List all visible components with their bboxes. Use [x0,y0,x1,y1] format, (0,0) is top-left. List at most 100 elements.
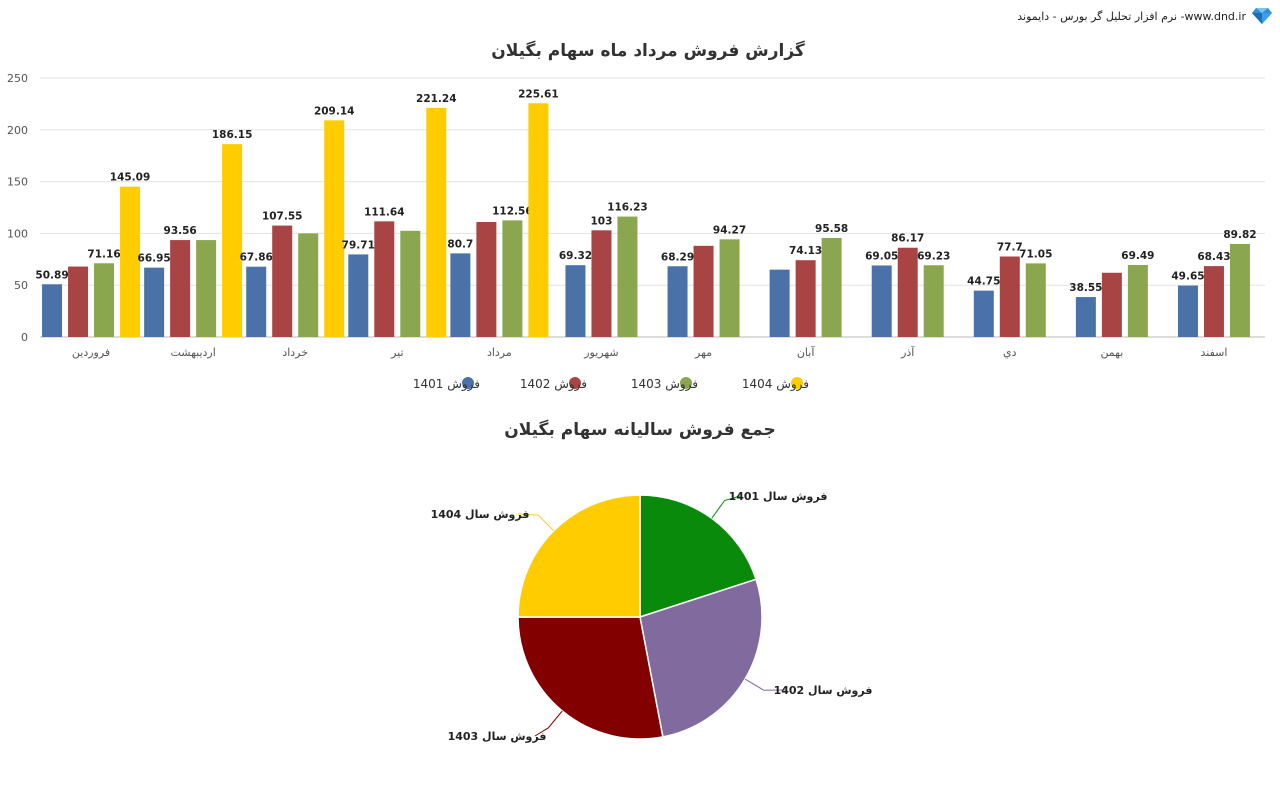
bar-2-7 [693,245,714,337]
bar-1-4 [348,254,369,337]
bar-1-2 [144,267,165,337]
bar-1-3 [246,266,267,337]
bar-3-10 [1025,263,1046,337]
data-label: 67.86 [240,252,273,264]
bar-3-5 [502,220,523,337]
bar-3-11 [1127,265,1148,337]
bar-4-3 [324,120,345,337]
legend-marker [569,377,581,389]
x-tick-label: خرداد [282,346,308,359]
y-tick-label: 150 [7,176,28,189]
data-label: 221.24 [416,93,457,105]
data-label: 225.61 [518,88,559,100]
bar-3-9 [923,265,944,337]
bar-1-5 [450,253,471,337]
x-tick-label: تير [390,346,403,359]
x-tick-label: مهر [694,346,712,359]
data-label: 71.16 [87,248,120,260]
x-tick-label: ارديبهشت [170,346,215,359]
legend-label: فروش 1403 [631,377,698,392]
y-tick-label: 0 [21,331,28,344]
x-tick-label: آبان [797,345,815,359]
data-label: 94.27 [713,224,746,236]
x-tick-label: اسفند [1200,346,1227,359]
bar-3-7 [719,239,740,337]
bar-3-8 [821,237,842,337]
data-label: 86.17 [891,233,924,245]
bar-3-4 [400,230,421,337]
pie-leader-line [711,495,741,519]
legend-marker [791,377,803,389]
data-label: 186.15 [212,129,253,141]
pie-leader-line [744,678,786,691]
data-label: 112.56 [492,205,533,217]
data-label: 116.23 [607,202,648,214]
bar-3-2 [196,240,217,337]
data-label: 50.89 [35,269,68,281]
legend-label: فروش 1402 [520,377,587,392]
bar-2-5 [476,222,497,337]
y-tick-label: 250 [7,72,28,85]
bar-4-5 [528,103,549,338]
pie-label: فروش سال 1402 [774,684,873,697]
diamond-icon [1252,8,1272,24]
bar-2-1 [68,266,89,337]
bar-1-7 [667,266,688,337]
bar-4-1 [120,186,141,337]
bar-1-11 [1075,297,1096,337]
data-label: 103 [590,215,612,227]
data-label: 79.71 [342,239,375,251]
x-tick-label: مرداد [487,346,512,359]
bar-1-6 [565,265,586,337]
bar-2-12 [1203,266,1224,337]
pie-label: فروش سال 1403 [448,730,547,743]
data-label: 69.49 [1121,250,1154,262]
bar-3-12 [1229,243,1250,337]
bar-1-9 [871,265,892,337]
y-tick-label: 100 [7,227,28,240]
data-label: 74.13 [789,245,822,257]
y-tick-label: 50 [14,279,28,292]
bar-1-10 [973,290,994,337]
y-tick-label: 200 [7,124,28,137]
pie-chart-title: جمع فروش سالیانه سهام بگیلان [504,419,776,440]
legend-label: فروش 1404 [742,377,809,392]
x-tick-label: دي [1003,346,1017,359]
legend-label: فروش 1401 [413,377,480,392]
legend-marker [462,377,474,389]
brand-text: نرم افزار تحلیل گر بورس - دایموند -www.d… [1017,9,1246,23]
data-label: 44.75 [967,276,1000,288]
bar-4-4 [426,107,447,338]
pie-label: فروش سال 1404 [431,508,530,521]
bar-1-12 [1177,285,1198,337]
data-label: 66.95 [138,253,171,265]
bar-chart-title: گزارش فروش مرداد ماه سهام بگیلان [491,40,805,61]
data-label: 69.32 [559,250,592,262]
data-label: 38.55 [1069,282,1102,294]
data-label: 49.65 [1171,271,1204,283]
data-label: 77.7 [997,242,1023,254]
data-label: 68.43 [1197,251,1230,263]
bar-2-4 [374,221,395,337]
data-label: 93.56 [164,225,197,237]
pie-slice-4 [517,494,641,618]
bar-1-1 [42,284,63,337]
pie-slice-1 [639,494,757,619]
bar-2-9 [897,247,918,337]
bar-2-3 [272,225,293,337]
bar-2-8 [795,260,816,337]
pie-label: فروش سال 1401 [729,490,828,503]
bar-3-6 [617,216,638,337]
data-label: 107.55 [262,211,303,223]
bar-3-3 [298,233,319,337]
x-tick-label: فروردين [72,346,110,359]
legend-marker [680,377,692,389]
bar-3-1 [94,263,115,337]
data-label: 69.23 [917,250,950,262]
pie-leader-line [517,513,555,532]
x-tick-label: بهمن [1100,346,1123,359]
bar-2-10 [999,256,1020,337]
data-label: 145.09 [110,172,151,184]
bar-2-6 [591,230,612,337]
